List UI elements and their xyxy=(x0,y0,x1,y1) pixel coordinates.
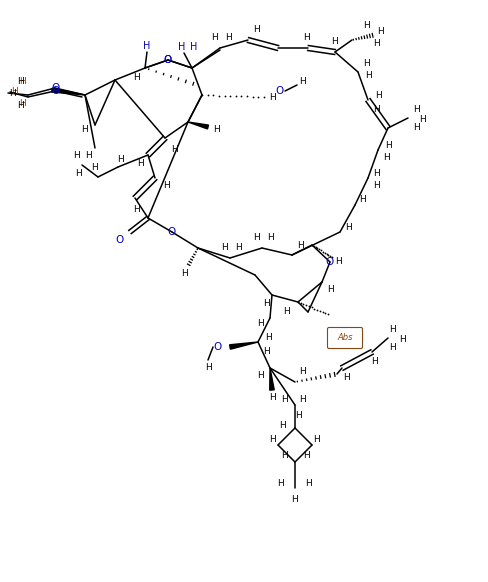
Text: H: H xyxy=(373,169,379,178)
Text: H: H xyxy=(332,37,338,47)
Text: H: H xyxy=(253,26,260,34)
Text: H: H xyxy=(137,158,143,168)
Text: H: H xyxy=(383,154,389,162)
Text: O: O xyxy=(116,235,124,245)
Text: H: H xyxy=(296,411,303,421)
Text: H: H xyxy=(345,222,351,232)
Text: H: H xyxy=(389,343,396,353)
Text: O: O xyxy=(276,86,284,96)
Text: H: H xyxy=(212,34,218,42)
Text: H: H xyxy=(190,42,198,52)
Text: H: H xyxy=(19,98,25,108)
Text: H: H xyxy=(365,72,371,80)
Text: H: H xyxy=(303,34,309,42)
Text: O: O xyxy=(168,227,176,237)
Polygon shape xyxy=(52,88,85,95)
Text: H: H xyxy=(360,196,366,204)
Text: H: H xyxy=(399,335,406,345)
Text: H: H xyxy=(181,268,187,278)
Text: H: H xyxy=(163,182,170,190)
Text: H: H xyxy=(17,101,23,111)
Text: H: H xyxy=(373,182,379,190)
Polygon shape xyxy=(270,368,274,390)
Text: H: H xyxy=(224,34,231,42)
Text: H: H xyxy=(300,367,306,377)
Text: H: H xyxy=(364,20,370,30)
Text: H: H xyxy=(304,450,310,460)
Text: H: H xyxy=(143,41,151,51)
Polygon shape xyxy=(188,122,208,129)
Text: O: O xyxy=(51,83,59,93)
Text: H: H xyxy=(134,73,141,83)
Text: H: H xyxy=(413,105,419,115)
Text: H: H xyxy=(257,371,264,381)
Text: H: H xyxy=(299,76,305,86)
Text: O: O xyxy=(51,86,59,96)
Text: H: H xyxy=(134,205,141,215)
Text: H: H xyxy=(280,421,286,431)
Text: H: H xyxy=(419,115,426,125)
Text: H: H xyxy=(81,126,88,134)
Text: O: O xyxy=(214,342,222,352)
Text: H: H xyxy=(257,318,264,328)
Text: H: H xyxy=(266,233,273,243)
Text: H: H xyxy=(235,243,242,253)
Text: O: O xyxy=(164,55,172,65)
Text: H: H xyxy=(213,125,220,133)
Text: H: H xyxy=(10,88,17,98)
Text: H: H xyxy=(17,77,23,87)
Text: H: H xyxy=(305,478,312,488)
Text: H: H xyxy=(264,299,270,307)
Text: H: H xyxy=(413,123,419,133)
Text: H: H xyxy=(336,257,343,265)
Text: H: H xyxy=(374,40,380,48)
Text: H: H xyxy=(92,164,99,172)
Text: H: H xyxy=(117,154,123,164)
Text: H: H xyxy=(278,478,285,488)
Text: H: H xyxy=(12,87,19,97)
Text: H: H xyxy=(326,286,333,294)
Text: H: H xyxy=(264,332,271,342)
Text: H: H xyxy=(268,392,275,402)
Text: H: H xyxy=(300,396,306,404)
Text: H: H xyxy=(73,151,80,159)
Text: H: H xyxy=(389,325,396,335)
Text: H: H xyxy=(370,357,377,367)
Text: H: H xyxy=(314,435,321,443)
Text: H: H xyxy=(222,243,228,253)
Text: H: H xyxy=(268,435,275,443)
Text: H: H xyxy=(283,307,289,317)
Text: H: H xyxy=(281,450,287,460)
Text: H: H xyxy=(19,77,25,87)
Text: H: H xyxy=(282,396,288,404)
Text: H: H xyxy=(297,240,304,250)
Text: O: O xyxy=(164,55,172,65)
Text: H: H xyxy=(263,347,269,357)
Text: H: H xyxy=(373,105,379,115)
Text: H: H xyxy=(172,146,179,154)
Text: H: H xyxy=(292,495,298,505)
Text: H: H xyxy=(375,90,382,100)
Polygon shape xyxy=(230,342,258,349)
Text: H: H xyxy=(253,233,260,243)
Text: Abs: Abs xyxy=(337,333,353,342)
Text: H: H xyxy=(377,27,384,37)
FancyBboxPatch shape xyxy=(327,328,363,349)
Text: H: H xyxy=(385,140,391,150)
Text: H: H xyxy=(75,169,81,179)
Text: H: H xyxy=(363,59,369,69)
Text: H: H xyxy=(204,363,211,371)
Text: O: O xyxy=(326,257,334,267)
Text: H: H xyxy=(344,374,350,382)
Text: H: H xyxy=(178,42,186,52)
Text: H: H xyxy=(84,151,91,161)
Text: H: H xyxy=(268,93,275,101)
